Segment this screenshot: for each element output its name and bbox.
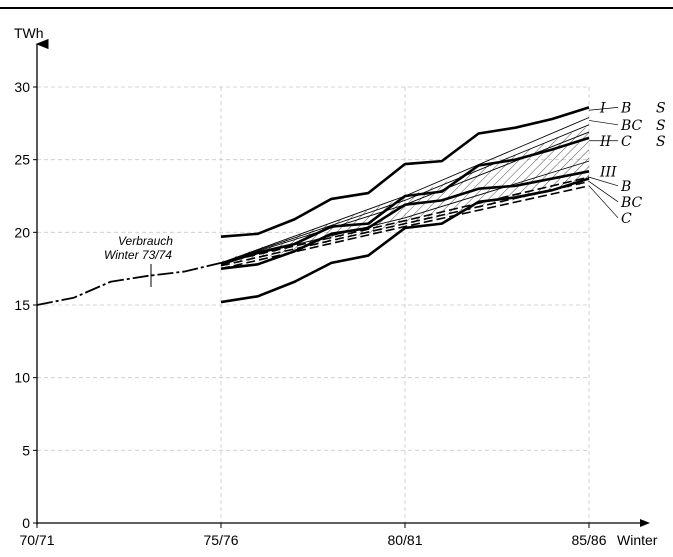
- series-label-b-2: B: [620, 100, 631, 116]
- series-line-9: [220, 176, 590, 264]
- series-label-bc-4: BC: [620, 118, 643, 134]
- series-line-7: [220, 160, 590, 264]
- series-line-1: [36, 261, 222, 306]
- y-tick-label-5: 5: [22, 442, 30, 458]
- grid: [37, 86, 590, 523]
- x-tick-label-70/71: 70/71: [19, 532, 54, 548]
- y-tick-label-0: 0: [22, 515, 30, 531]
- tick-labels: 0 5 10 15 20 25 30 70/71 75/76 80/81 85/86: [14, 79, 606, 548]
- series-line-2: [220, 106, 590, 238]
- series-line-6: [220, 136, 590, 266]
- x-tick-label-85/86: 85/86: [571, 532, 606, 548]
- x-axis-arrowhead: [640, 519, 650, 527]
- leader-line-2: [588, 120, 619, 126]
- leader-line-1: [588, 106, 619, 111]
- leader-line-6: [588, 185, 619, 219]
- series-label-ii-6: II: [599, 134, 612, 150]
- leader-line-5: [588, 181, 619, 203]
- leader-line-4: [588, 176, 619, 187]
- x-tick-label-75/76: 75/76: [203, 532, 238, 548]
- consumption-annotation: Verbrauch Winter 73/74: [104, 234, 173, 287]
- series-label-bc-11: BC: [620, 195, 643, 211]
- x-tick-label-80/81: 80/81: [387, 532, 422, 548]
- axes: [35, 38, 650, 527]
- series-lines: [36, 106, 590, 306]
- series-label-c-7: C: [621, 134, 632, 150]
- y-tick-label-10: 10: [14, 370, 30, 386]
- y-tick-label-20: 20: [14, 224, 30, 240]
- series-label-c-12: C: [621, 211, 632, 227]
- series-label-s-5: S: [656, 118, 666, 134]
- series-label-iii-9: III: [599, 164, 617, 180]
- y-tick-label-30: 30: [14, 79, 30, 95]
- series-line-12: [220, 177, 590, 304]
- series-line-4: [220, 124, 590, 264]
- series-line-11: [220, 185, 590, 270]
- y-tick-label-15: 15: [14, 297, 30, 313]
- series-label-s-3: S: [656, 100, 666, 116]
- annotation-line-1: Verbrauch: [118, 234, 173, 248]
- series-line-8: [220, 170, 590, 270]
- x-axis-label: Winter: [617, 532, 658, 548]
- y-axis-unit-label: TWh: [14, 25, 44, 41]
- annotation-line-2: Winter 73/74: [104, 248, 172, 262]
- series-label-s-8: S: [656, 134, 666, 150]
- series-label-b-10: B: [620, 179, 631, 195]
- y-tick-label-25: 25: [14, 152, 30, 168]
- series-label-i-1: I: [599, 100, 606, 116]
